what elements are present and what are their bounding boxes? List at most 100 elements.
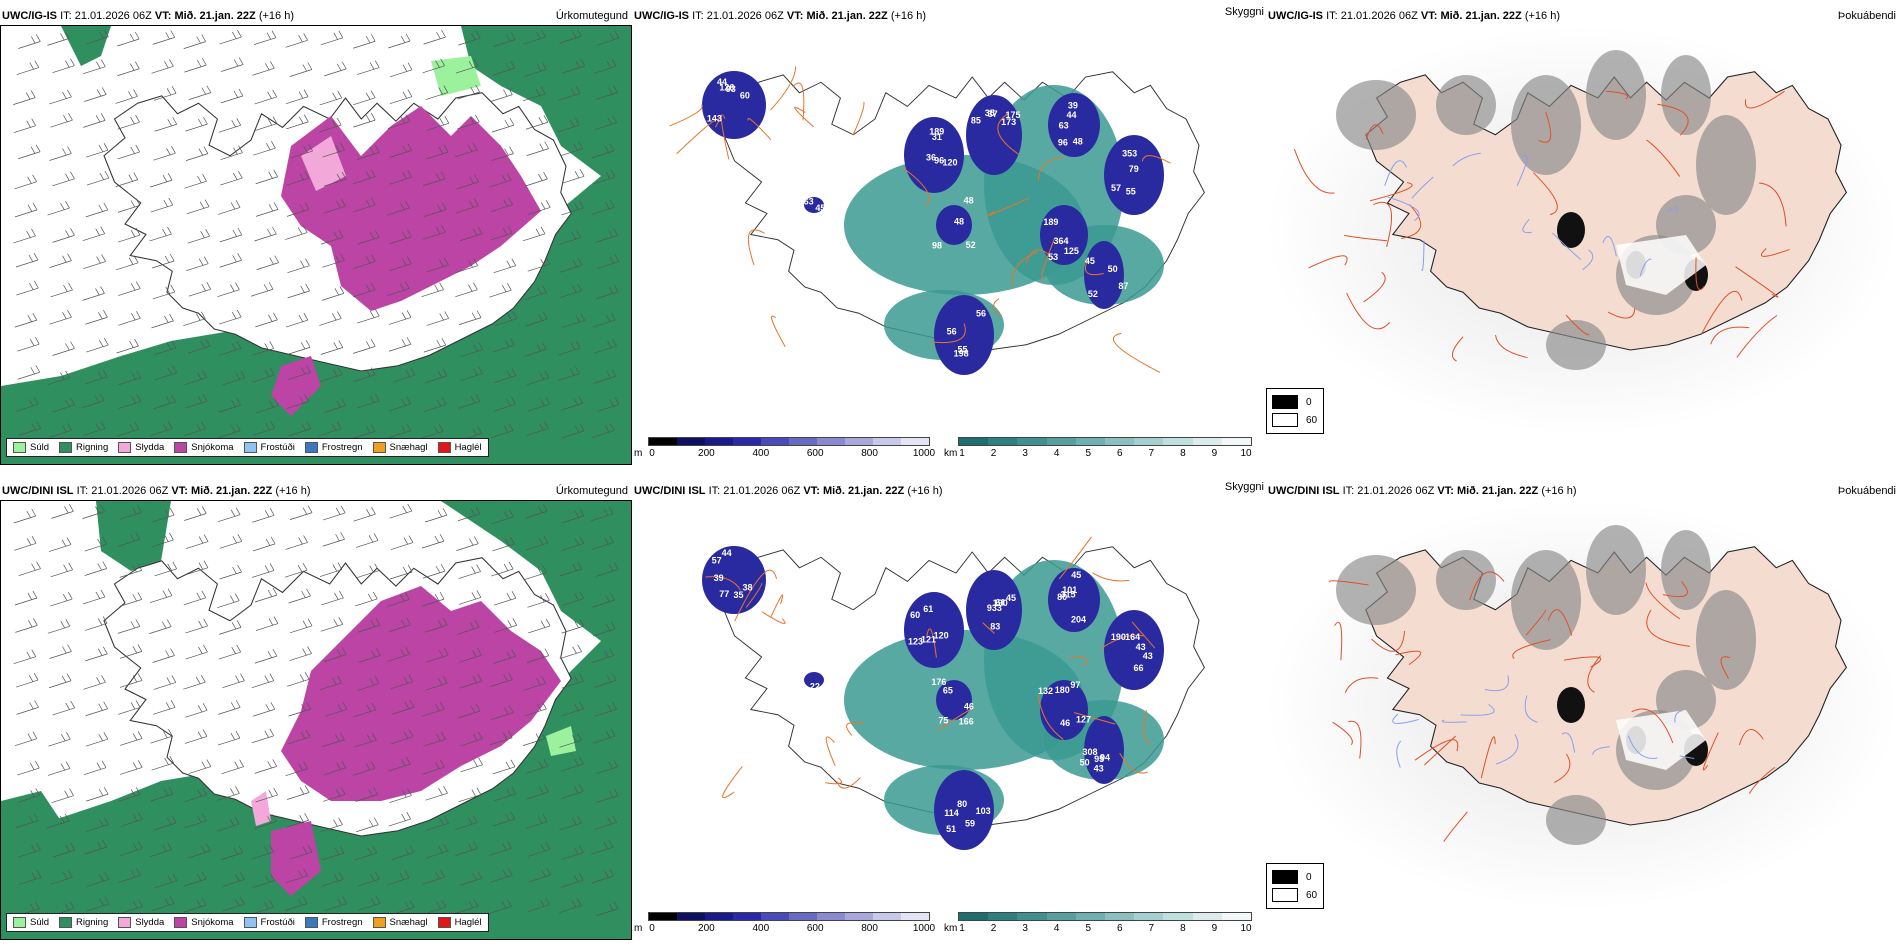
wind-barb: [218, 423, 241, 438]
wind-barb: [86, 29, 109, 45]
road: [1414, 739, 1459, 761]
wind-barb: [16, 672, 39, 688]
wind-barb: [355, 533, 379, 548]
wind-barb: [287, 258, 310, 274]
wind-barb: [357, 676, 380, 691]
wind-barb: [185, 703, 208, 718]
colorbar-tick: 10: [1240, 448, 1252, 459]
wind-barb: [83, 59, 106, 75]
wind-barb: [523, 676, 546, 691]
fog-map[interactable]: [1266, 25, 1898, 435]
wind-barb: [151, 532, 174, 548]
wind-barb: [559, 815, 582, 831]
river: [1396, 740, 1402, 768]
wind-barb: [421, 591, 445, 607]
wind-barb: [493, 590, 517, 606]
wind-barb: [118, 370, 141, 386]
wind-barb: [389, 89, 413, 105]
wind-barb: [594, 702, 617, 717]
wind-barb: [154, 117, 178, 132]
wind-barb: [149, 842, 172, 858]
init-time: 21.01.2026 06Z: [74, 10, 152, 22]
road: [986, 197, 1029, 217]
wind-barb: [353, 112, 376, 128]
wind-barb: [423, 731, 446, 747]
precip-map[interactable]: Súld Rigning Slydda Snjókoma Frostúði Frostre…: [0, 500, 632, 940]
road: [770, 594, 784, 617]
wind-barb: [457, 84, 480, 100]
wind-barb: [49, 644, 72, 659]
road: [1720, 656, 1731, 679]
valid-time: Mið. 21.jan. 22Z: [174, 10, 256, 22]
wind-barb: [323, 787, 346, 802]
wind-barb: [387, 114, 411, 129]
legend-item: Snjókoma: [174, 917, 234, 928]
wind-barb: [86, 817, 109, 832]
wind-barb: [85, 143, 109, 158]
road: [1738, 729, 1764, 746]
wind-barb: [320, 30, 344, 46]
wind-barb: [251, 728, 275, 744]
cloud-cell: [904, 592, 964, 668]
cloud-cell: [1104, 135, 1164, 215]
wind-barb: [425, 675, 448, 691]
road: [1760, 248, 1790, 257]
wind-barb: [353, 254, 376, 269]
cloud-top-value: 63: [789, 671, 799, 681]
colorbar-bin: [1163, 438, 1193, 445]
cloud-top-value: 60: [740, 91, 750, 101]
wind-barb: [558, 340, 581, 356]
legend-swatch: [372, 442, 386, 453]
road: [734, 569, 778, 622]
wind-barb: [120, 841, 143, 856]
wind-barb: [150, 197, 174, 213]
cloud-title: Skyggni: [1224, 481, 1264, 493]
wind-barb: [324, 896, 348, 912]
wind-barb: [425, 617, 448, 633]
wind-barb: [493, 649, 516, 664]
it-label: IT:: [708, 485, 721, 497]
wind-barb: [557, 117, 580, 133]
wind-barb: [527, 593, 550, 608]
wind-barb: [526, 421, 549, 436]
wind-barb: [218, 644, 242, 660]
wind-barb: [13, 118, 36, 134]
wind-barb: [285, 868, 308, 884]
wind-barb: [524, 565, 547, 580]
wind-barb: [392, 367, 416, 383]
cloud-top-value: 45: [1006, 593, 1016, 603]
cloud-map[interactable]: 60 31 35 44 55 125 87 56 98 93 93 120 85 63 79 53 50 56 48…: [634, 25, 1266, 435]
fog-title: Þokuábendi: [1837, 485, 1896, 497]
legend-swatch: [118, 442, 132, 453]
wind-barb: [488, 172, 512, 188]
wind-barb: [84, 561, 108, 576]
road: [997, 113, 1020, 155]
wind-barb: [15, 252, 39, 268]
fog-terrain: [1696, 590, 1756, 690]
road: [1469, 571, 1505, 601]
legend-item: Snjókoma: [174, 442, 234, 453]
cloud-top-value: 45: [1071, 570, 1081, 580]
fog-legend-label: 0: [1306, 396, 1312, 408]
wind-barb: [15, 813, 39, 829]
wind-barb: [320, 340, 344, 355]
road: [722, 766, 743, 799]
wind-barb: [389, 62, 413, 78]
wind-barb: [457, 114, 480, 130]
legend-item: Slydda: [118, 442, 164, 453]
wind-barb: [590, 506, 614, 522]
wind-barb: [255, 787, 278, 803]
cloud-top-value: 97: [1070, 680, 1080, 690]
wind-barb: [85, 202, 109, 218]
cloud-top-value: 53: [808, 695, 818, 705]
precip-map[interactable]: Súld Rigning Slydda Snjókoma Frostúði Frostre…: [0, 25, 632, 465]
cloud-map[interactable]: 38 61 45 45 43 46 95 114 176 37 77 123 61 80 66 97 43 51 6…: [634, 500, 1266, 910]
river: [1452, 152, 1481, 167]
model-name: UWC/DINI ISL: [634, 485, 706, 497]
valid-time: Mið. 21.jan. 22Z: [190, 485, 273, 497]
road: [1371, 630, 1406, 652]
colorbar-bin: [873, 438, 901, 445]
wind-barb: [560, 258, 583, 273]
wind-barb: [491, 423, 514, 439]
fog-map[interactable]: [1266, 500, 1898, 910]
